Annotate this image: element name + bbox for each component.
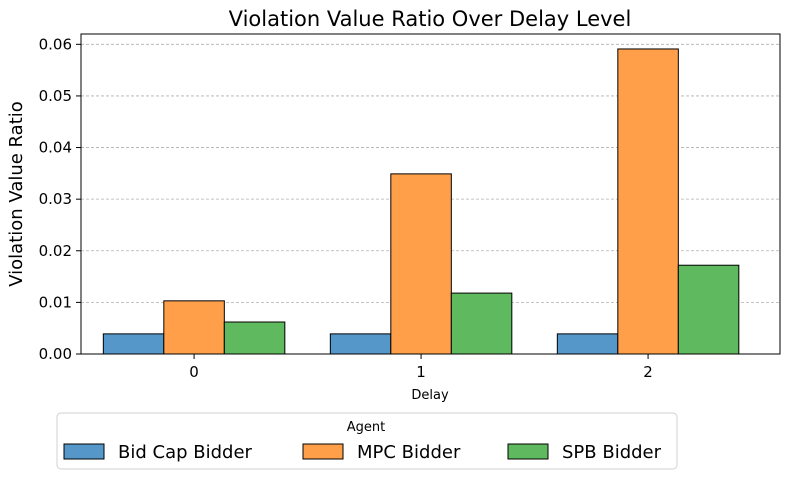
y-tick-label: 0.01 — [39, 293, 72, 311]
bar-bid-cap-bidder-delay-0 — [102, 333, 165, 355]
bar-mpc-bidder-delay-1 — [390, 173, 452, 355]
bars — [102, 48, 740, 355]
y-axis-label: Violation Value Ratio — [6, 101, 27, 287]
plot-frame — [80, 33, 781, 355]
y-tick-label: 0.02 — [39, 242, 72, 260]
legend-swatch-spb-bidder — [507, 443, 549, 460]
bar-bid-cap-bidder-delay-2 — [556, 333, 619, 355]
y-tick-label: 0.06 — [39, 35, 72, 53]
y-tick-label: 0.05 — [39, 87, 72, 105]
legend: Agent Bid Cap Bidder MPC Bidder SPB Bidder — [56, 412, 678, 470]
bar-mpc-bidder-delay-2 — [617, 48, 679, 355]
axes: 0.00 0.01 0.02 0.03 0.04 0.05 0.06 0 1 2 — [39, 33, 781, 381]
legend-label-spb-bidder: SPB Bidder — [562, 442, 662, 463]
bar-spb-bidder-delay-0 — [223, 321, 286, 355]
bar-spb-bidder-delay-2 — [677, 264, 740, 355]
legend-swatch-mpc-bidder — [302, 443, 344, 460]
bar-spb-bidder-delay-1 — [450, 292, 513, 355]
x-tick-label: 2 — [643, 363, 653, 381]
chart-title: Violation Value Ratio Over Delay Level — [229, 7, 632, 31]
x-tick-label: 1 — [416, 363, 426, 381]
legend-label-bid-cap-bidder: Bid Cap Bidder — [118, 442, 253, 463]
legend-swatch-bid-cap-bidder — [63, 443, 105, 460]
y-tick-label: 0.04 — [39, 139, 72, 157]
legend-label-mpc-bidder: MPC Bidder — [357, 442, 461, 463]
legend-title: Agent — [347, 420, 385, 435]
bar-mpc-bidder-delay-0 — [163, 300, 225, 355]
y-tick-label: 0.00 — [39, 345, 72, 363]
x-axis-label: Delay — [411, 388, 449, 403]
y-tick-label: 0.03 — [39, 190, 72, 208]
bar-bid-cap-bidder-delay-1 — [329, 333, 392, 355]
x-tick-label: 0 — [189, 363, 199, 381]
